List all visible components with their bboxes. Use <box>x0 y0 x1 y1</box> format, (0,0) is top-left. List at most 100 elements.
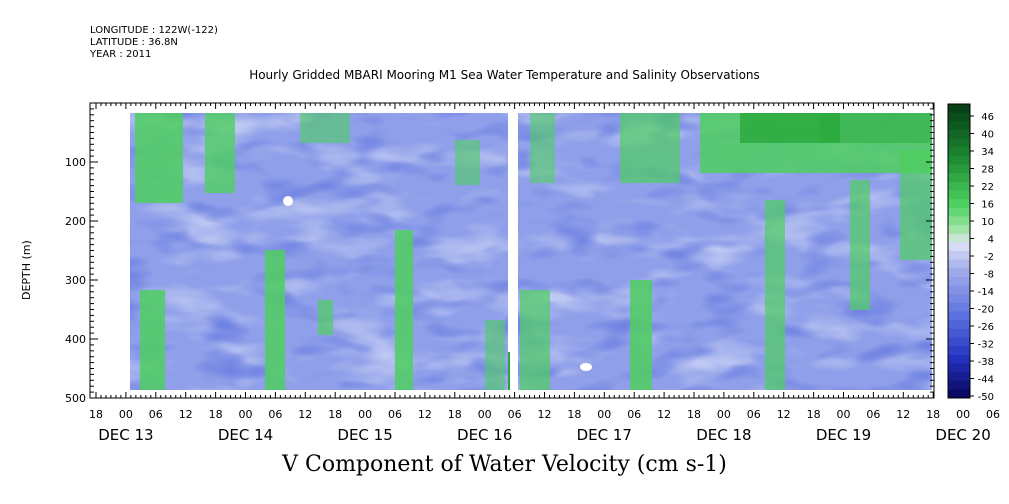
x-hour-label: 06 <box>986 408 1000 421</box>
x-hour-label: 00 <box>597 408 611 421</box>
colorbar-bin <box>948 173 970 183</box>
x-hour-label: 18 <box>89 408 103 421</box>
colorbar-bin <box>948 104 970 114</box>
colorbar-label: 10 <box>981 217 994 228</box>
colorbar-bin <box>948 225 970 235</box>
colorbar-bin <box>948 302 970 313</box>
colorbar-label: -26 <box>978 322 994 333</box>
x-hour-label: 00 <box>837 408 851 421</box>
colorbar-label: -20 <box>978 305 994 316</box>
colorbar-bin <box>948 259 970 269</box>
x-hour-label: 06 <box>268 408 282 421</box>
colorbar-bin <box>948 311 970 321</box>
colorbar-bin <box>948 285 970 295</box>
colorbar-label: -2 <box>984 252 994 263</box>
x-hour-label: 12 <box>657 408 671 421</box>
x-hour-label: 00 <box>119 408 133 421</box>
colorbar: 46 40 34 28 22 16 10 4 -2 -8 -14 -20 -26 -32 -38 -44 -50 <box>947 103 994 403</box>
colorbar-bin <box>948 138 970 148</box>
x-hour-label: 18 <box>687 408 701 421</box>
colorbar-bin <box>948 354 970 364</box>
x-hour-label: 12 <box>777 408 791 421</box>
colorbar-label: 16 <box>981 200 994 211</box>
colorbar-bin <box>948 181 970 191</box>
x-date-label: DEC 19 <box>816 426 871 444</box>
missing-data-spot <box>283 196 293 206</box>
colorbar-bin <box>948 155 970 166</box>
colorbar-bin <box>948 233 970 243</box>
gap-marker <box>508 352 510 390</box>
x-hour-label: 18 <box>807 408 821 421</box>
colorbar-bin <box>948 251 970 261</box>
colorbar-bin <box>948 207 970 217</box>
x-hour-label: 18 <box>328 408 342 421</box>
x-hour-label: 00 <box>478 408 492 421</box>
x-hour-label: 06 <box>508 408 522 421</box>
colorbar-label: 46 <box>981 112 994 123</box>
colorbar-bin <box>948 372 970 382</box>
colorbar-label: -14 <box>978 287 994 298</box>
x-hour-label: 00 <box>956 408 970 421</box>
heatmap-field-right <box>518 113 932 390</box>
colorbar-bin <box>948 380 970 390</box>
y-tick-label: 400 <box>65 333 86 346</box>
x-date-label: DEC 17 <box>577 426 632 444</box>
colorbar-bin <box>948 389 970 399</box>
x-hour-label: 06 <box>388 408 402 421</box>
colorbar-label: -32 <box>978 340 994 351</box>
colorbar-bin <box>948 337 970 347</box>
x-date-label: DEC 20 <box>935 426 990 444</box>
heatmap-field-left <box>130 113 508 390</box>
colorbar-bin <box>948 112 970 122</box>
x-hour-label: 06 <box>627 408 641 421</box>
colorbar-bin <box>948 276 970 287</box>
colorbar-bin <box>948 190 970 200</box>
colorbar-frame <box>947 103 971 399</box>
y-tick-label: 500 <box>65 392 86 405</box>
chart-title: Hourly Gridded MBARI Mooring M1 Sea Wate… <box>249 68 760 82</box>
colorbar-label: 28 <box>981 165 994 176</box>
colorbar-label: 40 <box>981 130 994 141</box>
x-hour-label: 18 <box>926 408 940 421</box>
x-hour-label: 18 <box>448 408 462 421</box>
x-hour-label: 00 <box>239 408 253 421</box>
year-label: YEAR : 2011 <box>90 49 152 60</box>
x-hour-label: 12 <box>896 408 910 421</box>
colorbar-bin <box>948 129 970 140</box>
colorbar-bin <box>948 294 970 304</box>
colorbar-bin <box>948 363 970 373</box>
x-hour-label: 06 <box>149 408 163 421</box>
x-hour-label: 00 <box>717 408 731 421</box>
x-date-label: DEC 16 <box>457 426 512 444</box>
colorbar-label: 22 <box>981 182 994 193</box>
x-hour-label: 18 <box>209 408 223 421</box>
x-date-label: DEC 13 <box>98 426 153 444</box>
x-date-label: DEC 15 <box>337 426 392 444</box>
x-date-label: DEC 18 <box>696 426 751 444</box>
y-tick-label: 100 <box>65 156 86 169</box>
colorbar-bin <box>948 199 970 209</box>
colorbar-bin <box>948 121 970 131</box>
x-hour-label: 12 <box>298 408 312 421</box>
x-date-label: DEC 14 <box>218 426 273 444</box>
colorbar-bin <box>948 268 970 278</box>
colorbar-label: -38 <box>978 357 994 368</box>
longitude-label: LONGITUDE : 122W(-122) <box>90 25 218 36</box>
x-hour-label: 18 <box>567 408 581 421</box>
colorbar-label: 4 <box>988 235 994 246</box>
colorbar-bin <box>948 216 970 226</box>
x-axis-label: V Component of Water Velocity (cm s-1) <box>282 452 727 477</box>
x-hour-label: 00 <box>358 408 372 421</box>
y-tick-label: 300 <box>65 274 86 287</box>
colorbar-label: -44 <box>978 375 994 386</box>
x-hour-label: 12 <box>418 408 432 421</box>
colorbar-bin <box>948 242 970 252</box>
colorbar-bin <box>948 164 970 174</box>
missing-data-spot <box>580 363 592 371</box>
colorbar-bin <box>948 320 970 330</box>
x-hour-label: 06 <box>866 408 880 421</box>
x-hour-label: 06 <box>747 408 761 421</box>
colorbar-bin <box>948 147 970 157</box>
